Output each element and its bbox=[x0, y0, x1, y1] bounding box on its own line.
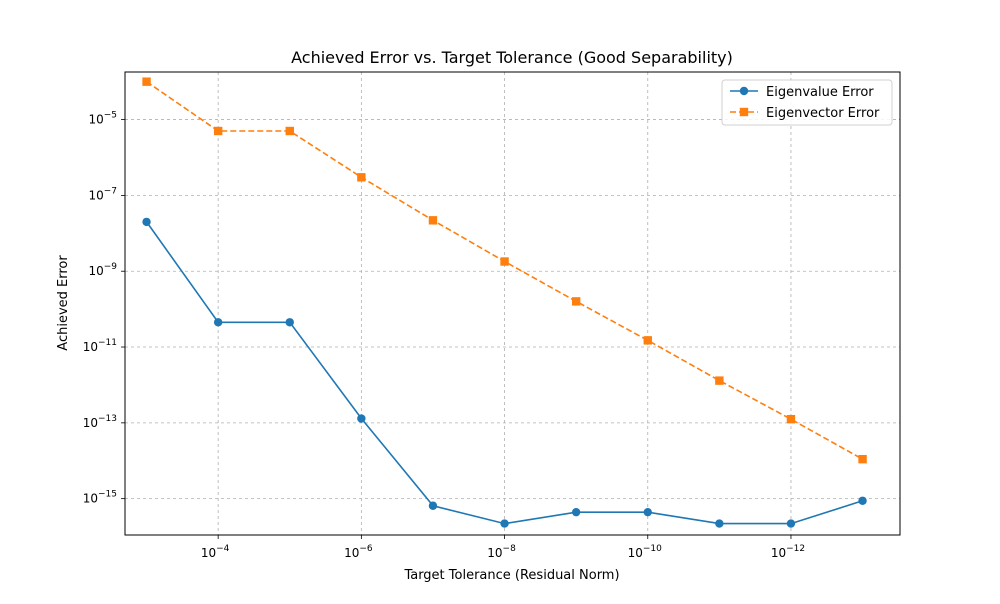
plot-frame bbox=[124, 71, 901, 536]
y-axis-label: Achieved Error bbox=[56, 255, 71, 351]
data-point bbox=[858, 496, 867, 505]
legend-marker bbox=[739, 86, 749, 96]
data-point bbox=[285, 318, 294, 327]
data-point bbox=[500, 519, 509, 528]
data-point bbox=[643, 507, 652, 517]
data-point bbox=[213, 126, 223, 136]
data-point bbox=[500, 257, 509, 266]
x-tick-label: 10−12 bbox=[771, 544, 805, 560]
x-tick-label: 10−10 bbox=[628, 544, 663, 560]
legend-label: Eigenvector Error bbox=[766, 106, 880, 121]
y-tick-label: 10−13 bbox=[83, 414, 117, 430]
legend-box bbox=[721, 79, 893, 126]
data-point bbox=[428, 216, 438, 225]
data-point bbox=[357, 414, 366, 423]
data-point bbox=[142, 217, 151, 227]
data-point bbox=[142, 77, 151, 86]
data-point bbox=[715, 376, 724, 385]
axis-ticks: 10−4 10−6 10−8 10−10 10−12 10−5 10−7 10−9 10−11 1… bbox=[83, 111, 805, 560]
data-point bbox=[858, 454, 867, 464]
data-point bbox=[643, 336, 652, 345]
legend-label: Eigenvalue Error bbox=[766, 85, 874, 100]
data-point bbox=[571, 507, 581, 517]
chart-title: Achieved Error vs. Target Tolerance (Goo… bbox=[291, 48, 733, 67]
x-axis-label: Target Tolerance (Residual Norm) bbox=[403, 568, 619, 583]
data-point bbox=[285, 126, 294, 136]
grid bbox=[125, 72, 900, 535]
data-point bbox=[357, 173, 366, 182]
series-2 bbox=[142, 77, 867, 464]
series-layer bbox=[142, 77, 867, 528]
legend-marker bbox=[739, 107, 749, 117]
x-tick-label: 10−6 bbox=[344, 544, 373, 560]
data-point bbox=[428, 501, 438, 510]
data-point bbox=[213, 318, 223, 327]
data-point bbox=[786, 519, 796, 528]
data-point bbox=[571, 297, 581, 306]
y-tick-label: 10−11 bbox=[83, 338, 117, 354]
series-1 bbox=[142, 217, 867, 528]
legend: Eigenvalue Error Eigenvector Error bbox=[721, 79, 893, 126]
x-tick-label: 10−8 bbox=[487, 544, 516, 560]
data-point bbox=[786, 414, 796, 424]
data-point bbox=[715, 519, 724, 528]
y-tick-label: 10−5 bbox=[88, 111, 117, 127]
y-tick-label: 10−7 bbox=[88, 186, 117, 202]
y-tick-label: 10−15 bbox=[83, 490, 117, 506]
x-tick-label: 10−4 bbox=[201, 544, 230, 560]
y-tick-label: 10−9 bbox=[88, 262, 117, 278]
